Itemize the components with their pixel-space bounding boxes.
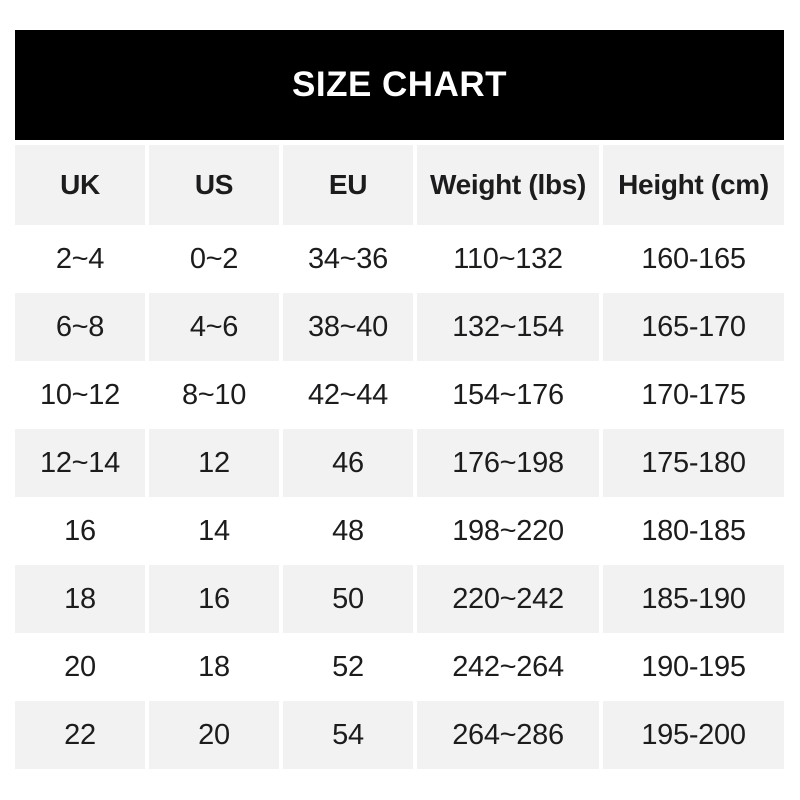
size-table: UK US EU Weight (lbs) Height (cm) 2~4 0~2 34~36… <box>15 145 784 769</box>
table-row: 22 20 54 264~286 195-200 <box>15 701 784 769</box>
table-cell: 52 <box>283 633 413 701</box>
table-cell: 6~8 <box>15 293 145 361</box>
table-row: 12~14 12 46 176~198 175-180 <box>15 429 784 497</box>
table-cell: 170-175 <box>603 361 784 429</box>
table-cell: 16 <box>15 497 145 565</box>
table-cell: 176~198 <box>417 429 599 497</box>
table-cell: 0~2 <box>149 225 279 293</box>
table-cell: 20 <box>15 633 145 701</box>
column-header: EU <box>283 145 413 225</box>
size-chart-title: SIZE CHART <box>292 65 507 104</box>
table-cell: 132~154 <box>417 293 599 361</box>
size-chart-banner: SIZE CHART <box>15 30 784 140</box>
table-cell: 18 <box>15 565 145 633</box>
table-row: 2~4 0~2 34~36 110~132 160-165 <box>15 225 784 293</box>
table-cell: 110~132 <box>417 225 599 293</box>
table-cell: 264~286 <box>417 701 599 769</box>
table-cell: 160-165 <box>603 225 784 293</box>
table-cell: 2~4 <box>15 225 145 293</box>
table-cell: 180-185 <box>603 497 784 565</box>
table-cell: 175-180 <box>603 429 784 497</box>
table-row: 18 16 50 220~242 185-190 <box>15 565 784 633</box>
table-cell: 48 <box>283 497 413 565</box>
table-header-row: UK US EU Weight (lbs) Height (cm) <box>15 145 784 225</box>
table-cell: 42~44 <box>283 361 413 429</box>
column-header: UK <box>15 145 145 225</box>
table-cell: 22 <box>15 701 145 769</box>
table-cell: 10~12 <box>15 361 145 429</box>
table-cell: 16 <box>149 565 279 633</box>
table-cell: 50 <box>283 565 413 633</box>
table-cell: 195-200 <box>603 701 784 769</box>
table-cell: 154~176 <box>417 361 599 429</box>
table-cell: 54 <box>283 701 413 769</box>
table-cell: 8~10 <box>149 361 279 429</box>
table-row: 6~8 4~6 38~40 132~154 165-170 <box>15 293 784 361</box>
size-chart: SIZE CHART UK US EU Weight (lbs) Height (cm)… <box>15 30 784 769</box>
table-row: 20 18 52 242~264 190-195 <box>15 633 784 701</box>
table-cell: 12~14 <box>15 429 145 497</box>
table-cell: 198~220 <box>417 497 599 565</box>
table-cell: 220~242 <box>417 565 599 633</box>
table-cell: 46 <box>283 429 413 497</box>
table-cell: 185-190 <box>603 565 784 633</box>
table-cell: 18 <box>149 633 279 701</box>
table-cell: 38~40 <box>283 293 413 361</box>
table-cell: 20 <box>149 701 279 769</box>
table-row: 16 14 48 198~220 180-185 <box>15 497 784 565</box>
table-cell: 190-195 <box>603 633 784 701</box>
table-cell: 12 <box>149 429 279 497</box>
table-cell: 242~264 <box>417 633 599 701</box>
table-row: 10~12 8~10 42~44 154~176 170-175 <box>15 361 784 429</box>
column-header: US <box>149 145 279 225</box>
table-cell: 14 <box>149 497 279 565</box>
table-cell: 165-170 <box>603 293 784 361</box>
table-cell: 34~36 <box>283 225 413 293</box>
table-cell: 4~6 <box>149 293 279 361</box>
column-header: Weight (lbs) <box>417 145 599 225</box>
column-header: Height (cm) <box>603 145 784 225</box>
